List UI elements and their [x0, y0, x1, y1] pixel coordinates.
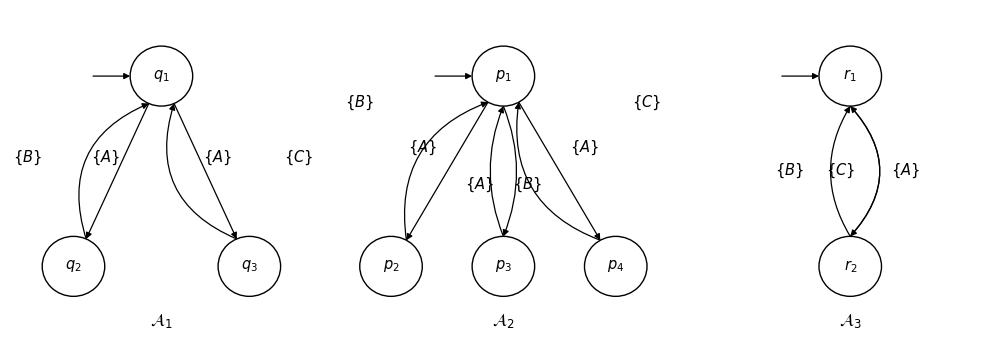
Ellipse shape — [42, 236, 105, 296]
Text: $\mathcal{A}_3$: $\mathcal{A}_3$ — [838, 311, 861, 330]
FancyArrowPatch shape — [831, 107, 850, 236]
FancyArrowPatch shape — [87, 104, 149, 238]
Ellipse shape — [131, 46, 192, 106]
Ellipse shape — [819, 46, 881, 106]
Text: $q_2$: $q_2$ — [65, 258, 82, 274]
FancyArrowPatch shape — [166, 105, 236, 239]
Text: $\{A\}$: $\{A\}$ — [92, 149, 121, 167]
Text: $p_2$: $p_2$ — [383, 258, 400, 274]
Text: $\{C\}$: $\{C\}$ — [284, 149, 313, 167]
FancyArrowPatch shape — [79, 104, 148, 239]
FancyArrowPatch shape — [435, 74, 471, 79]
Ellipse shape — [584, 236, 647, 296]
Text: $\{A\}$: $\{A\}$ — [570, 139, 599, 157]
Text: $p_1$: $p_1$ — [495, 68, 511, 84]
FancyArrowPatch shape — [93, 74, 129, 79]
FancyArrowPatch shape — [503, 106, 516, 235]
Text: $r_2$: $r_2$ — [843, 258, 857, 275]
Ellipse shape — [360, 236, 423, 296]
Ellipse shape — [473, 46, 534, 106]
FancyArrowPatch shape — [850, 107, 879, 236]
Text: $\mathcal{A}_1$: $\mathcal{A}_1$ — [151, 311, 172, 330]
FancyArrowPatch shape — [174, 104, 236, 238]
Text: $\{B\}$: $\{B\}$ — [513, 175, 542, 194]
Text: $q_3$: $q_3$ — [241, 258, 258, 274]
Text: $\{A\}$: $\{A\}$ — [202, 149, 231, 167]
Text: $r_1$: $r_1$ — [843, 68, 857, 84]
Text: $\{A\}$: $\{A\}$ — [890, 162, 919, 180]
Text: $\{C\}$: $\{C\}$ — [632, 93, 662, 112]
Text: $\{A\}$: $\{A\}$ — [408, 139, 437, 157]
Ellipse shape — [473, 236, 534, 296]
Text: $p_4$: $p_4$ — [607, 258, 624, 274]
FancyArrowPatch shape — [782, 74, 818, 79]
Text: $\{A\}$: $\{A\}$ — [465, 175, 494, 194]
Text: $\{C\}$: $\{C\}$ — [826, 162, 855, 180]
FancyArrowPatch shape — [405, 102, 487, 240]
FancyArrowPatch shape — [515, 104, 600, 240]
FancyArrowPatch shape — [518, 102, 599, 239]
Text: $\mathcal{A}_2$: $\mathcal{A}_2$ — [493, 311, 514, 330]
FancyArrowPatch shape — [407, 102, 488, 239]
Text: $q_1$: $q_1$ — [153, 68, 169, 84]
Text: $\{B\}$: $\{B\}$ — [776, 162, 805, 180]
Ellipse shape — [218, 236, 280, 296]
Text: $\{B\}$: $\{B\}$ — [13, 149, 42, 167]
Text: $\{B\}$: $\{B\}$ — [345, 93, 374, 112]
FancyArrowPatch shape — [850, 106, 879, 235]
Text: $p_3$: $p_3$ — [495, 258, 511, 274]
FancyArrowPatch shape — [491, 107, 503, 236]
Ellipse shape — [819, 236, 881, 296]
